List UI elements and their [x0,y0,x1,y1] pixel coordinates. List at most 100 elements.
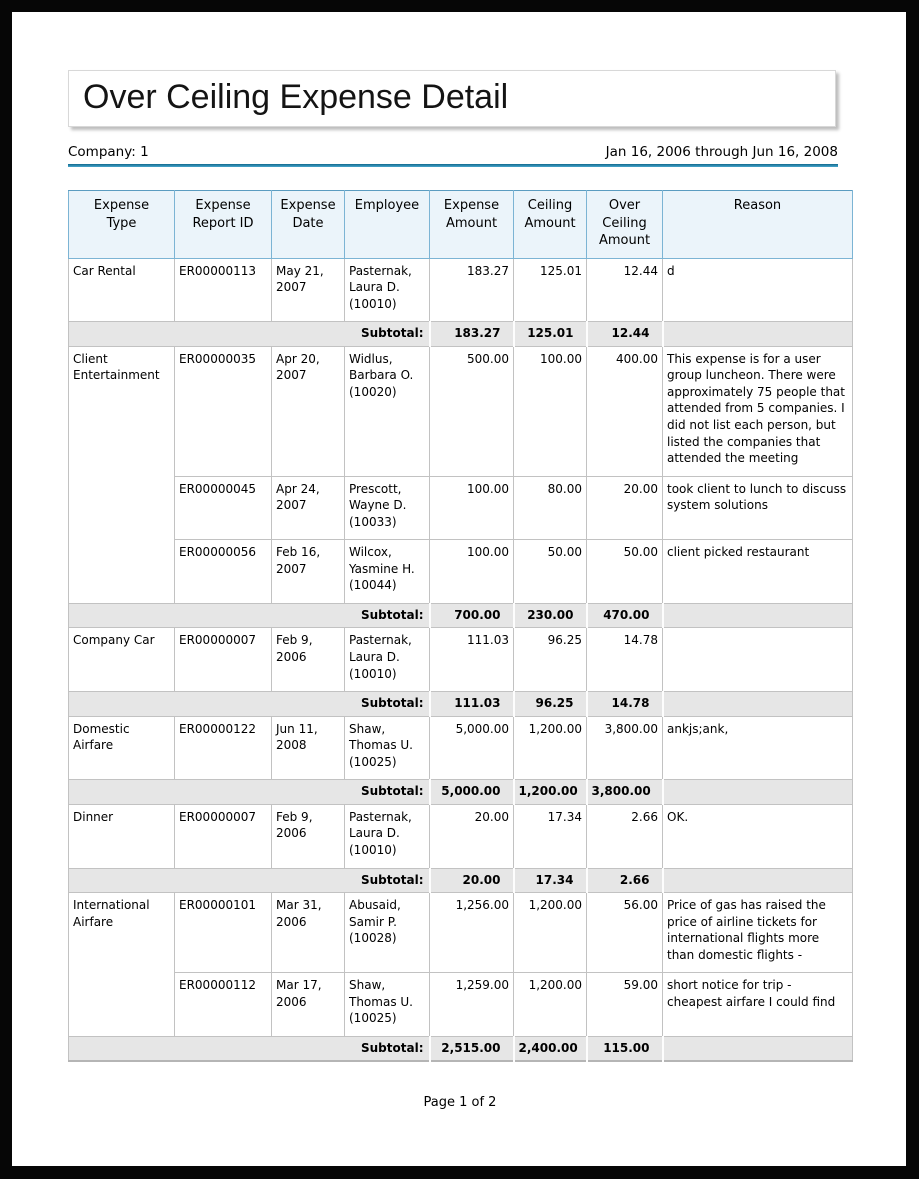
table-row: ER00000045 Apr 24, 2007 Prescott, Wayne … [69,475,853,541]
over-ceiling-amount-cell: 14.78 [586,627,663,693]
ceiling-amount-cell: 17.34 [513,803,587,869]
company-label: Company: 1 [68,144,149,160]
table-row: Domestic Airfare ER00000122 Jun 11, 2008… [68,715,853,781]
expense-date-cell: May 21, 2007 [271,257,345,323]
expense-type-cell: Company Car [68,627,175,693]
over-ceiling-amount-cell: 3,800.00 [586,715,663,781]
subtotal-ceiling-amount: 17.34 [512,867,587,894]
report-id-cell: ER00000007 [174,627,272,693]
subtotal-label: Subtotal: [68,321,430,347]
expense-amount-cell: 183.27 [429,257,514,323]
subtotal-over-ceiling-amount: 12.44 [585,321,663,347]
expense-type-cell: Dinner [68,803,175,869]
subtotal-label: Subtotal: [68,1035,430,1062]
subtotal-reason-cell [661,321,853,347]
column-header-expense-type: Expense Type [68,190,175,259]
employee-cell: Prescott, Wayne D. (10033) [344,475,430,541]
subtotal-over-ceiling-amount: 2.66 [585,867,663,894]
column-header-over-ceiling-amount: Over Ceiling Amount [586,190,663,259]
report-id-cell: ER00000113 [174,257,272,323]
reason-cell: OK. [662,803,853,869]
subtotal-row: Subtotal: 5,000.00 1,200.00 3,800.00 [68,779,853,805]
expense-date-cell: Mar 17, 2006 [271,972,345,1037]
subtotal-row: Subtotal: 2,515.00 2,400.00 115.00 [68,1035,853,1062]
column-header-employee: Employee [344,190,430,259]
page-footer: Page 1 of 2 [423,1095,497,1111]
over-ceiling-amount-cell: 59.00 [586,972,663,1037]
employee-cell: Shaw, Thomas U. (10025) [344,972,430,1037]
ceiling-amount-cell: 50.00 [513,539,587,604]
subtotal-row: Subtotal: 183.27 125.01 12.44 [68,321,853,347]
report-meta: Company: 1 Jan 16, 2006 through Jun 16, … [68,144,838,164]
report-id-cell: ER00000122 [174,715,272,781]
accent-divider [68,164,838,167]
expense-amount-cell: 500.00 [429,345,514,477]
report-page: Over Ceiling Expense Detail Company: 1 J… [12,12,906,1166]
subtotal-ceiling-amount: 230.00 [512,602,587,629]
report-id-cell: ER00000035 [174,345,272,477]
employee-cell: Widlus, Barbara O. (10020) [344,345,430,477]
employee-cell: Pasternak, Laura D. (10010) [344,803,430,869]
subtotal-expense-amount: 20.00 [428,867,514,894]
subtotal-reason-cell [661,691,853,717]
reason-cell: Price of gas has raised the price of air… [662,892,853,974]
subtotal-row: Subtotal: 20.00 17.34 2.66 [68,867,853,894]
subtotal-expense-amount: 111.03 [428,691,514,717]
expense-amount-cell: 100.00 [429,475,514,541]
subtotal-over-ceiling-amount: 14.78 [585,691,663,717]
subtotal-over-ceiling-amount: 115.00 [585,1035,663,1062]
column-header-ceiling-amount: Ceiling Amount [513,190,587,259]
date-range: Jan 16, 2006 through Jun 16, 2008 [605,144,838,160]
expense-type-cell: Car Rental [68,257,175,323]
table-header-row: Expense Type Expense Report ID Expense D… [68,190,853,259]
expense-type-cell: International Airfare [68,892,175,1037]
report-id-cell: ER00000045 [174,475,272,541]
subtotal-over-ceiling-amount: 470.00 [585,602,663,629]
table-row: Dinner ER00000007 Feb 9, 2006 Pasternak,… [68,803,853,869]
ceiling-amount-cell: 1,200.00 [513,972,587,1037]
expense-type-cell: Client Entertainment [68,345,175,604]
expense-amount-cell: 1,259.00 [429,972,514,1037]
reason-cell: client picked restaurant [662,539,853,604]
subtotal-row: Subtotal: 700.00 230.00 470.00 [68,602,853,629]
employee-cell: Pasternak, Laura D. (10010) [344,257,430,323]
expense-date-cell: Feb 9, 2006 [271,627,345,693]
expense-date-cell: Apr 20, 2007 [271,345,345,477]
report-id-cell: ER00000101 [174,892,272,974]
subtotal-expense-amount: 183.27 [428,321,514,347]
over-ceiling-amount-cell: 2.66 [586,803,663,869]
employee-cell: Pasternak, Laura D. (10010) [344,627,430,693]
expense-table: Expense Type Expense Report ID Expense D… [68,190,853,1063]
table-row: Car Rental ER00000113 May 21, 2007 Paste… [68,257,853,323]
ceiling-amount-cell: 80.00 [513,475,587,541]
table-row: Client Entertainment ER00000035 Apr 20, … [68,345,853,604]
expense-amount-cell: 1,256.00 [429,892,514,974]
subtotal-reason-cell [661,867,853,894]
report-title-box: Over Ceiling Expense Detail [68,70,836,127]
table-row: ER00000112 Mar 17, 2006 Shaw, Thomas U. … [69,972,853,1037]
reason-cell: This expense is for a user group luncheo… [662,345,853,477]
column-header-expense-amount: Expense Amount [429,190,514,259]
subtotal-reason-cell [661,779,853,805]
subtotal-label: Subtotal: [68,602,430,629]
table-row: Company Car ER00000007 Feb 9, 2006 Paste… [68,627,853,693]
subtotal-expense-amount: 5,000.00 [428,779,514,805]
subtotal-reason-cell [661,602,853,629]
column-header-expense-date: Expense Date [271,190,345,259]
subtotal-label: Subtotal: [68,691,430,717]
employee-cell: Wilcox, Yasmine H. (10044) [344,539,430,604]
reason-cell: d [662,257,853,323]
column-header-reason: Reason [662,190,853,259]
expense-date-cell: Apr 24, 2007 [271,475,345,541]
ceiling-amount-cell: 1,200.00 [513,715,587,781]
subtotal-label: Subtotal: [68,779,430,805]
reason-cell: ankjs;ank, [662,715,853,781]
expense-date-cell: Feb 9, 2006 [271,803,345,869]
subtotal-row: Subtotal: 111.03 96.25 14.78 [68,691,853,717]
ceiling-amount-cell: 100.00 [513,345,587,477]
subtotal-ceiling-amount: 1,200.00 [512,779,587,805]
expense-amount-cell: 100.00 [429,539,514,604]
ceiling-amount-cell: 125.01 [513,257,587,323]
subtotal-ceiling-amount: 96.25 [512,691,587,717]
